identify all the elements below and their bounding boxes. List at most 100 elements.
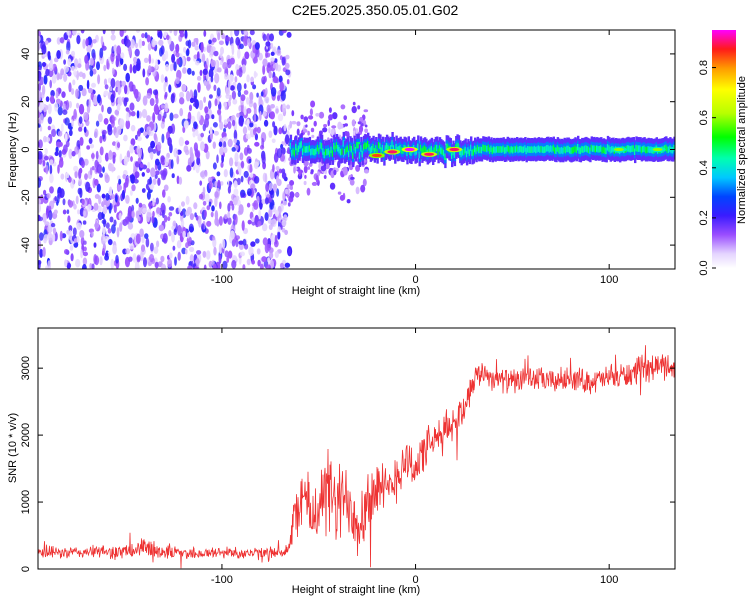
spectrogram-noise-cell [223,146,228,154]
spectrogram-noise-cell [57,106,63,116]
spectrogram-noise-cell [357,121,362,125]
spectrogram-noise-cell [238,165,242,176]
spectrogram-noise-cell [58,150,62,158]
spectrogram-noise-cell [63,59,66,65]
spectrogram-noise-cell [125,39,131,48]
spectrogram-noise-cell [254,141,260,147]
spectrogram-noise-cell [202,186,206,196]
x-tick-label: -100 [211,574,233,586]
spectrogram-noise-cell [254,42,260,50]
spectrogram-noise-cell [108,150,113,160]
spectrogram-noise-cell [223,119,228,126]
spectrogram-noise-cell [343,167,348,176]
spectrogram-noise-cell [49,62,54,71]
spectrogram-noise-cell [201,223,205,231]
spectrogram-band-cell [567,145,570,153]
spectrogram-band-cell [545,145,549,152]
spectrogram-noise-cell [121,80,126,87]
spectrogram-noise-cell [64,249,69,255]
spectrogram-band-cell [482,144,485,151]
spectrogram-noise-cell [284,134,290,145]
spectrogram-band-cell [577,144,580,151]
spectrogram-noise-cell [258,209,262,220]
spectrogram-noise-cell [287,147,291,154]
spectrogram-noise-cell [220,181,224,186]
spectrogram-band-cell [331,150,335,157]
spectrogram-noise-cell [103,90,109,96]
spectrogram-noise-cell [167,196,171,203]
spectrogram-noise-cell [328,107,332,113]
spectrogram-noise-cell [175,43,180,54]
spectrogram-noise-cell [152,197,155,207]
spectrogram-noise-cell [110,78,116,89]
spectrogram-noise-cell [303,165,308,174]
spectrogram-noise-cell [95,150,99,160]
spectrogram-noise-cell [131,204,135,212]
spectrogram-band-cell [417,143,420,151]
spectrogram-noise-cell [210,46,216,52]
spectrogram-noise-cell [311,181,318,186]
spectrogram-band-cell [575,146,579,154]
spectrogram-noise-cell [206,220,212,227]
spectrogram-band-cell [380,147,383,154]
spectrogram-noise-cell [256,248,261,255]
spectrogram-noise-cell [72,227,77,236]
spectrogram-noise-cell [38,232,44,241]
spectrogram-noise-cell [199,69,203,76]
spectrogram-noise-cell [214,98,218,107]
spectrogram-noise-cell [216,154,219,164]
spectrogram-noise-cell [104,152,109,162]
spectrogram-noise-cell [42,213,47,223]
spectrogram-noise-cell [83,210,86,217]
spectrogram-noise-cell [169,30,173,34]
spectrogram-noise-cell [74,170,78,179]
spectrogram-noise-cell [52,227,57,235]
spectrogram-noise-cell [187,157,192,168]
spectrogram-noise-cell [277,94,280,102]
spectrogram-noise-cell [38,203,41,213]
spectrogram-band-cell [323,151,326,159]
spectrogram-noise-cell [141,108,148,119]
spectrogram-noise-cell [102,226,106,235]
spectrogram-noise-cell [146,211,151,223]
spectrogram-noise-cell [330,128,335,136]
spectrogram-band-cell [507,145,511,153]
spectrogram-band-cell [445,143,448,150]
spectrogram-noise-cell [60,68,65,76]
spectrogram-noise-cell [262,110,267,117]
spectrogram-noise-cell [355,128,359,135]
spectrogram-noise-cell [268,182,273,192]
spectrogram-noise-cell [233,180,238,189]
spectrogram-noise-cell [296,121,301,127]
spectrogram-noise-cell [270,189,275,199]
spectrogram-band-cell [354,146,358,154]
spectrogram-y-axis-label: Frequency (Hz) [7,112,19,188]
spectrogram-noise-cell [92,39,97,44]
spectrogram-noise-cell [212,263,217,269]
spectrogram-noise-cell [261,154,266,165]
spectrogram-noise-cell [224,250,229,258]
spectrogram-noise-cell [63,144,68,154]
spectrogram-noise-cell [194,45,199,51]
spectrogram-noise-cell [152,148,157,154]
spectrogram-noise-cell [76,35,81,45]
spectrogram-noise-cell [188,104,193,112]
spectrogram-noise-cell [219,147,224,156]
y-tick-label: 2000 [20,423,32,447]
spectrogram-noise-cell [227,138,233,148]
spectrogram-band-cell [437,148,440,156]
spectrogram-noise-cell [134,88,139,99]
spectrogram-band-cell [568,147,572,154]
spectrogram-band-cell [499,146,503,153]
spectrogram-noise-cell [162,189,166,198]
spectrogram-band-cell [544,146,547,153]
spectrogram-noise-cell [304,174,307,179]
spectrogram-noise-cell [147,42,152,51]
spectrogram-band-cell [441,148,444,155]
spectrogram-noise-cell [148,53,152,65]
spectrogram-noise-cell [274,61,279,71]
spectrogram-noise-cell [238,204,244,215]
spectrogram-noise-cell [223,101,228,107]
spectrogram-band-cell [646,146,649,154]
spectrogram-band-cell [578,147,581,154]
